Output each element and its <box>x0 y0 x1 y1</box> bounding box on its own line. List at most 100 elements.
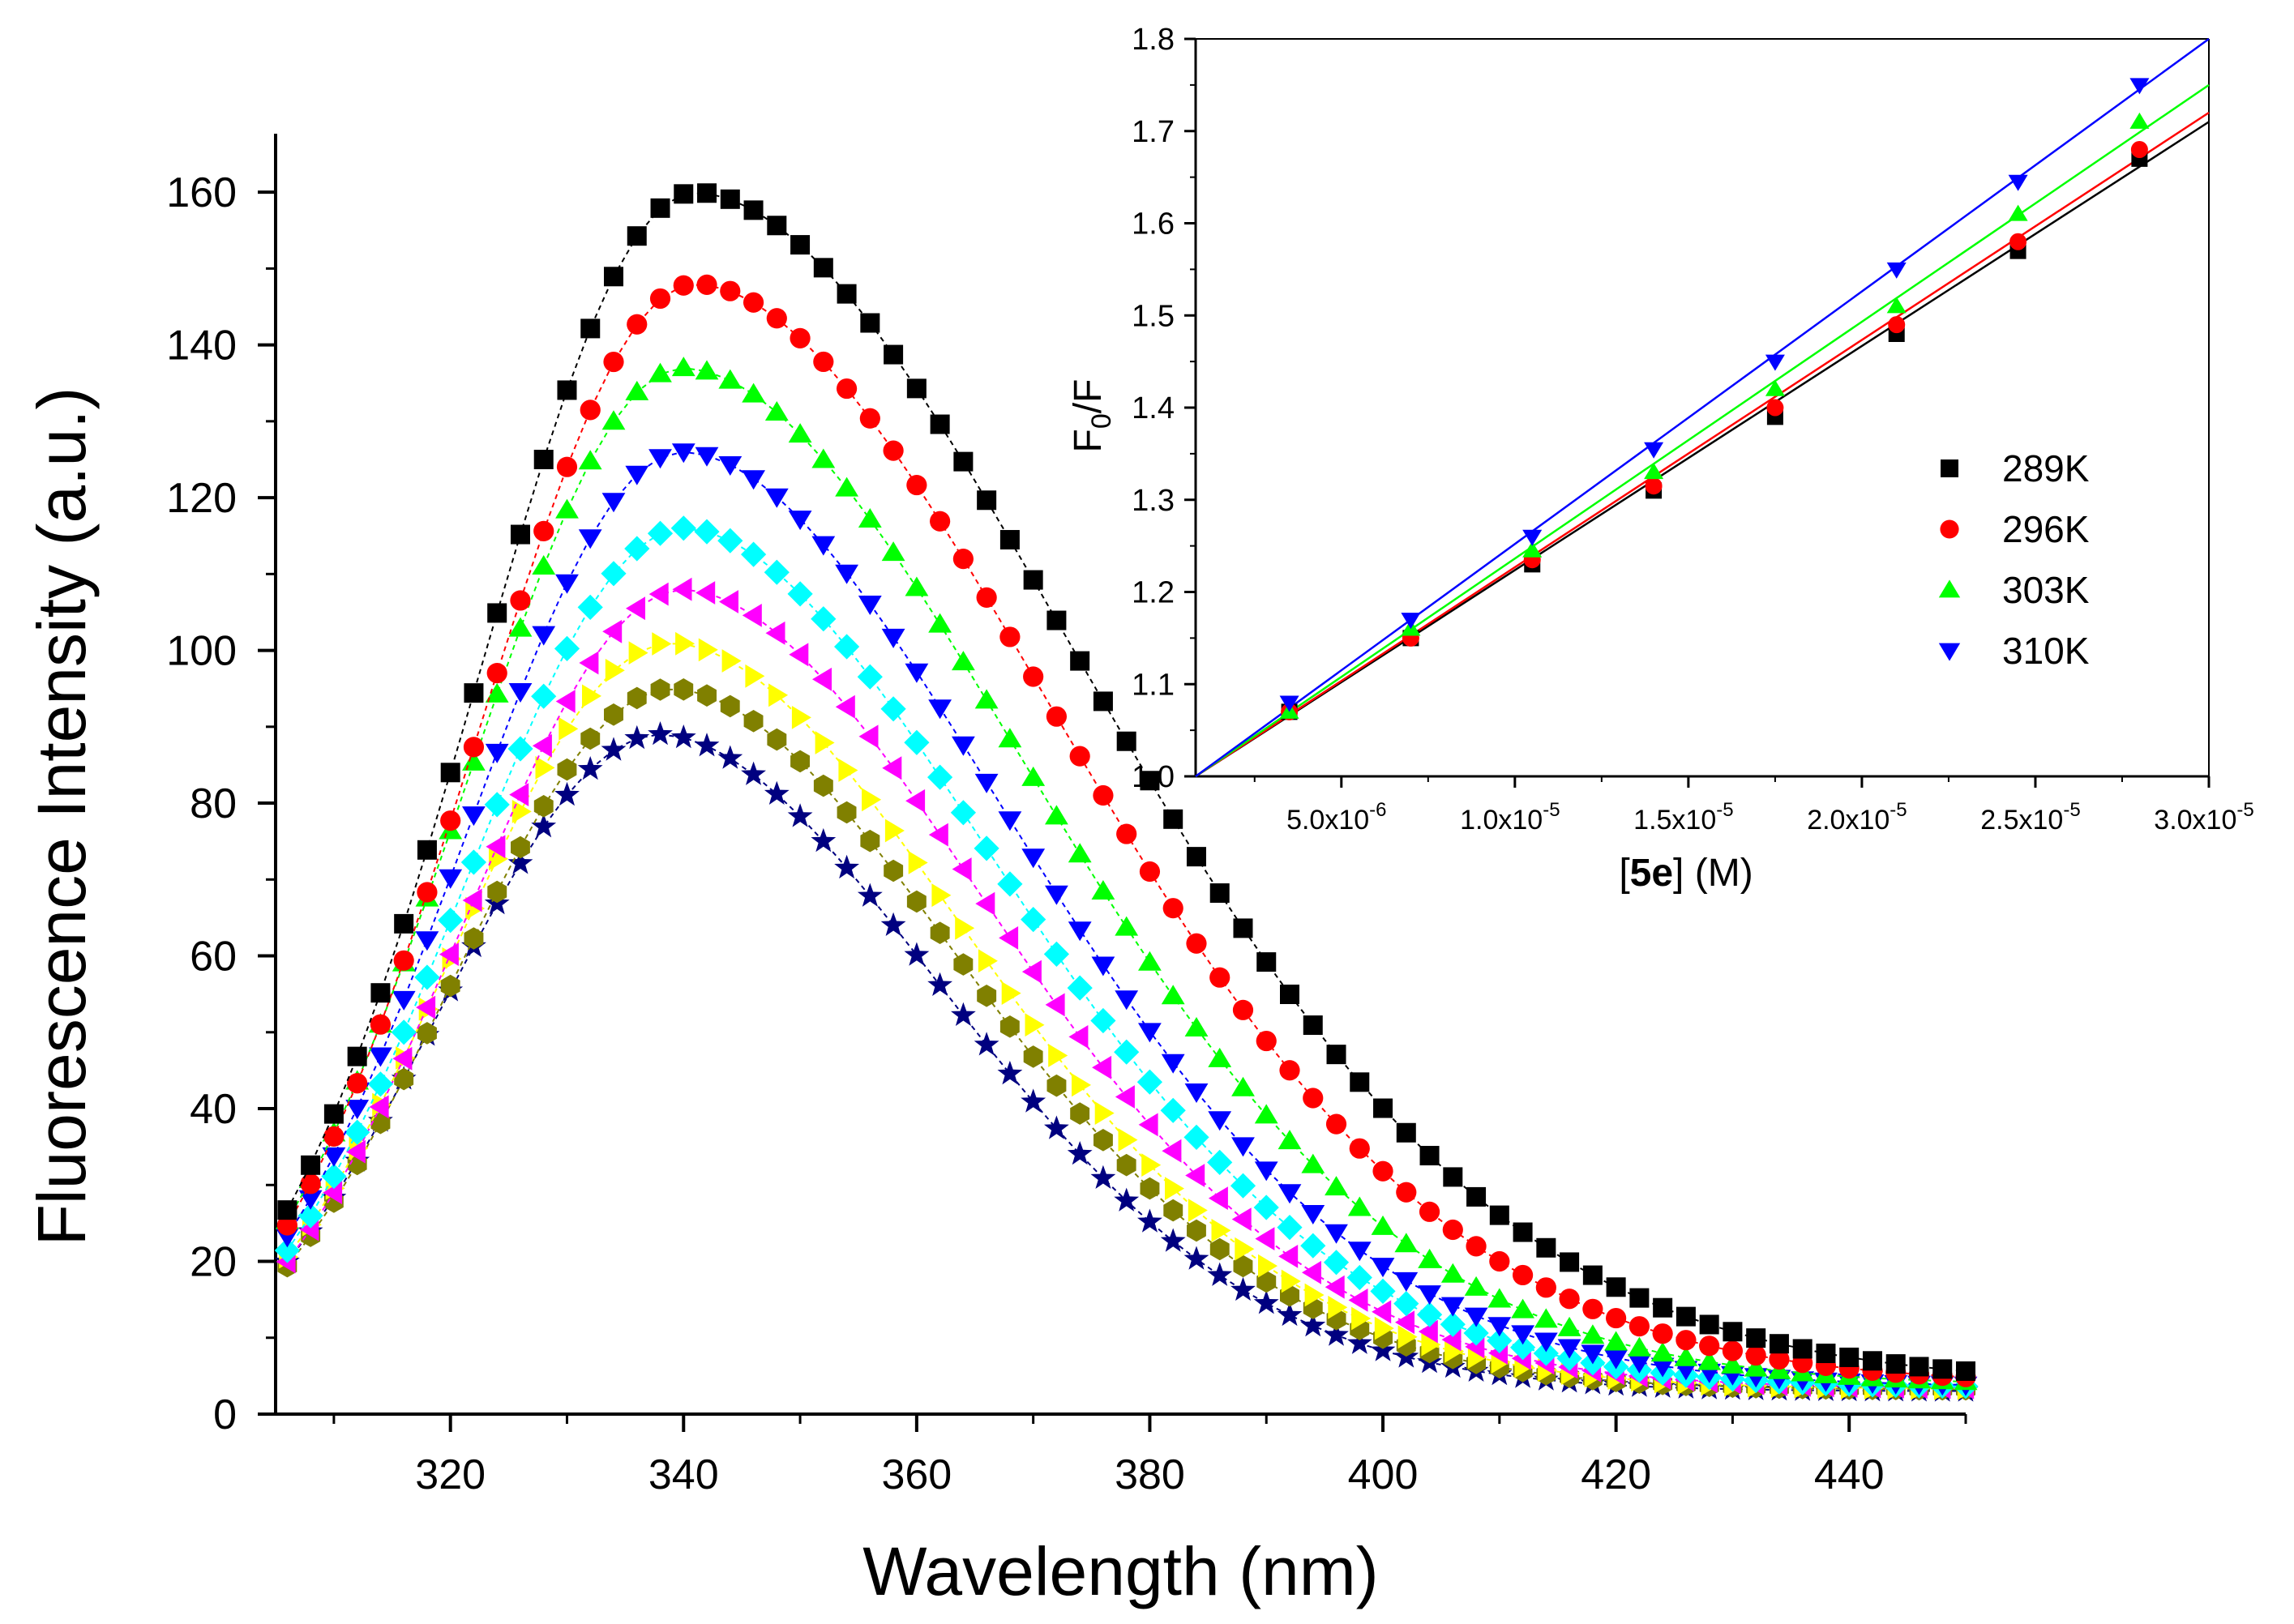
data-point <box>1535 1277 1556 1298</box>
data-point <box>602 619 623 643</box>
legend-marker-310K <box>1938 643 1961 661</box>
data-point <box>767 216 787 236</box>
inset-series-310K <box>1195 37 2210 778</box>
data-point <box>1023 666 1044 687</box>
data-point <box>601 410 626 430</box>
data-point <box>697 684 717 707</box>
data-point <box>625 380 649 400</box>
data-point <box>394 1067 414 1091</box>
data-point <box>2009 233 2027 250</box>
data-point <box>1232 999 1254 1020</box>
data-point <box>1207 1149 1233 1175</box>
data-point <box>1792 1339 1813 1359</box>
data-point <box>1862 1351 1882 1371</box>
data-point <box>650 198 670 218</box>
data-point <box>1559 1289 1580 1310</box>
data-point <box>999 626 1021 647</box>
data-point <box>1094 1101 1115 1125</box>
data-point <box>743 200 764 220</box>
data-point <box>858 508 882 528</box>
inset-y-tick-label: 1.3 <box>1132 484 1175 518</box>
data-point <box>648 582 669 606</box>
data-point <box>720 189 740 209</box>
data-point <box>1278 1245 1299 1268</box>
data-point <box>557 758 577 781</box>
data-point <box>532 626 556 646</box>
data-point <box>1582 1298 1603 1319</box>
data-point <box>695 581 716 605</box>
data-point <box>1070 651 1090 671</box>
data-point <box>1533 1340 1559 1366</box>
data-point <box>788 511 812 531</box>
data-point <box>1487 1288 1512 1308</box>
data-point <box>836 378 858 400</box>
data-point <box>580 318 601 339</box>
data-point <box>695 447 719 467</box>
data-point <box>1136 1069 1162 1095</box>
data-point <box>508 617 533 637</box>
data-point <box>880 912 906 936</box>
data-point <box>345 1139 366 1164</box>
data-point <box>766 308 787 329</box>
data-point <box>1230 1276 1256 1301</box>
data-point <box>1557 1316 1581 1336</box>
series-connector-line <box>286 588 1967 1389</box>
data-point <box>297 1203 323 1229</box>
data-point <box>1746 1328 1766 1348</box>
data-point <box>1348 1289 1368 1312</box>
data-point <box>905 788 926 813</box>
data-point <box>1885 1354 1906 1374</box>
main-x-tick-label: 440 <box>1814 1451 1885 1498</box>
data-point <box>1183 1124 1209 1150</box>
data-point <box>603 351 624 373</box>
data-point <box>1325 1275 1345 1299</box>
inset-y-tick-label: 1.8 <box>1132 23 1175 57</box>
data-point <box>743 710 764 733</box>
data-point <box>1067 1141 1093 1165</box>
fit-line <box>1195 37 2210 778</box>
data-point <box>277 1200 297 1220</box>
data-point <box>999 1015 1020 1038</box>
inset-y-tick-label: 1.2 <box>1132 576 1175 610</box>
data-point <box>323 1104 344 1124</box>
data-point <box>1606 1277 1626 1297</box>
data-point <box>695 360 719 380</box>
data-point <box>745 664 765 688</box>
inset-y-tick-label: 1.4 <box>1132 391 1175 425</box>
data-point <box>1370 1337 1396 1361</box>
data-point <box>1534 1332 1558 1353</box>
data-point <box>788 423 812 443</box>
data-point <box>535 756 555 780</box>
data-point <box>974 773 999 793</box>
data-point <box>977 490 997 511</box>
legend-label-296K: 296K <box>2002 508 2090 550</box>
data-point <box>577 756 603 780</box>
data-point <box>1090 1165 1116 1189</box>
data-point <box>1393 1291 1419 1317</box>
inset-x-tick-label: 3.0x10-5 <box>2154 799 2253 836</box>
data-point <box>997 871 1023 897</box>
data-point <box>1235 1237 1255 1261</box>
data-point <box>440 974 460 998</box>
data-point <box>1466 1186 1487 1207</box>
data-point <box>1139 861 1161 883</box>
data-point <box>1325 1176 1348 1196</box>
data-point <box>440 763 460 783</box>
data-point <box>1141 1153 1162 1177</box>
data-point <box>1325 1113 1347 1135</box>
data-point <box>625 465 649 485</box>
data-point <box>1401 613 1421 630</box>
data-point <box>694 733 720 757</box>
data-point <box>884 859 904 883</box>
data-point <box>974 689 999 709</box>
data-point <box>790 750 810 773</box>
data-point <box>1697 1350 1722 1370</box>
data-point <box>1419 1146 1440 1166</box>
data-point <box>720 694 740 718</box>
data-point <box>605 658 625 682</box>
data-point <box>838 759 858 782</box>
fit-line <box>1195 83 2210 778</box>
legend-marker-296K <box>1940 519 1959 539</box>
series-connector-line <box>286 643 1967 1390</box>
data-point <box>1372 1160 1393 1182</box>
